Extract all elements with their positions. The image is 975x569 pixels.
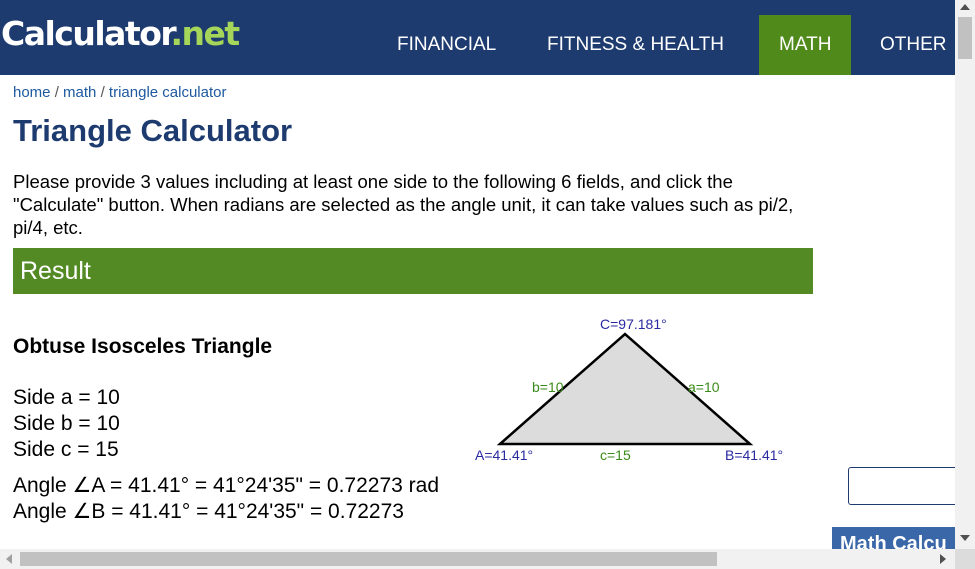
side-b-value: Side b = 10: [13, 412, 120, 435]
nav-item-fitness-health[interactable]: FITNESS & HEALTH: [547, 34, 725, 55]
angle-c-label: C=97.181°: [600, 316, 667, 332]
vertical-scrollbar[interactable]: [955, 0, 975, 549]
sidebar-search-input[interactable]: [848, 467, 975, 505]
side-a-value: Side a = 10: [13, 386, 120, 409]
triangle-shape: [496, 332, 754, 446]
intro-text: Please provide 3 values including at lea…: [13, 171, 794, 238]
triangle-diagram: C=97.181° b=10 a=10 A=41.41° c=15 B=41.4…: [475, 316, 783, 463]
scroll-left-arrow-icon[interactable]: [6, 554, 12, 564]
nav-item-financial[interactable]: FINANCIAL: [397, 34, 497, 55]
nav-item-other[interactable]: OTHER: [880, 34, 947, 55]
site-header: Calculator.net FINANCIAL FITNESS & HEALT…: [0, 0, 955, 75]
breadcrumb-separator: /: [100, 84, 105, 101]
side-a-label: a=10: [688, 379, 720, 395]
side-values: Side a = 10 Side b = 10 Side c = 15: [13, 385, 120, 463]
horizontal-scrollbar[interactable]: [0, 549, 955, 569]
nav-item-math[interactable]: MATH: [759, 15, 852, 75]
side-c-value: Side c = 15: [13, 438, 119, 461]
angle-values: Angle ∠A = 41.41° = 41°24'35" = 0.72273 …: [13, 473, 453, 525]
scroll-up-arrow-icon[interactable]: [960, 4, 970, 10]
horizontal-scroll-thumb[interactable]: [20, 552, 717, 566]
side-b-label: b=10: [532, 379, 564, 395]
page-title: Triangle Calculator: [13, 113, 293, 148]
site-logo[interactable]: Calculator.net: [1, 14, 240, 53]
side-c-label: c=15: [600, 447, 631, 463]
breadcrumb: home / math / triangle calculator: [13, 84, 226, 101]
angle-b-label: B=41.41°: [725, 447, 783, 463]
breadcrumb-triangle-link[interactable]: triangle calculator: [108, 84, 227, 101]
angle-a-label: A=41.41°: [475, 447, 533, 463]
angle-b-value: Angle ∠B = 41.41° = 41°24'35" = 0.72273: [13, 500, 404, 523]
scroll-down-arrow-icon[interactable]: [960, 535, 970, 541]
breadcrumb-math-link[interactable]: math: [63, 84, 97, 101]
triangle-type: Obtuse Isosceles Triangle: [13, 335, 273, 358]
breadcrumb-separator: /: [54, 84, 59, 101]
result-header: Result: [13, 248, 813, 294]
breadcrumb-home-link[interactable]: home: [13, 84, 51, 101]
scroll-right-arrow-icon[interactable]: [940, 554, 946, 564]
vertical-scroll-thumb[interactable]: [958, 17, 972, 59]
angle-a-value: Angle ∠A = 41.41° = 41°24'35" = 0.72273 …: [13, 474, 439, 497]
scrollbar-corner: [955, 549, 975, 569]
